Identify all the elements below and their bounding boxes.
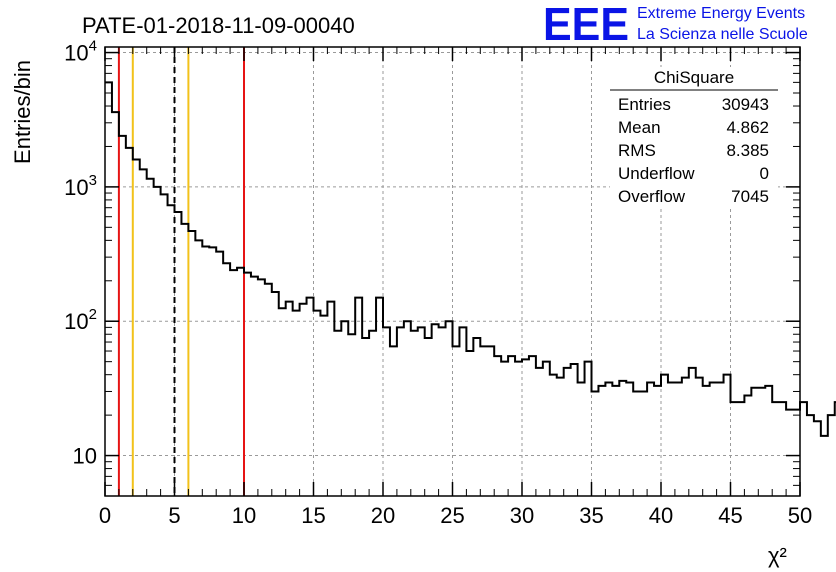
x-tick-label: 25 <box>440 503 464 528</box>
x-tick-label: 20 <box>371 503 395 528</box>
stats-value: 4.862 <box>726 118 769 137</box>
logo-line-2: La Scienza nelle Scuole <box>637 26 808 43</box>
stats-value: 0 <box>760 164 769 183</box>
stats-title: ChiSquare <box>654 68 734 87</box>
y-tick-label: 104 <box>64 38 97 66</box>
stats-label: Mean <box>618 118 661 137</box>
eee-logo: EEE Extreme Energy Events La Scienza nel… <box>543 0 808 50</box>
stats-label: Entries <box>618 95 671 114</box>
histogram-line <box>105 81 836 437</box>
marker-lines <box>117 47 245 496</box>
chart-title: PATE-01-2018-11-09-00040 <box>82 13 355 38</box>
y-tick-label: 10 <box>73 444 97 469</box>
x-tick-label: 45 <box>718 503 742 528</box>
grid <box>105 47 800 496</box>
y-axis-ticks: 10 102 103 104 <box>64 38 800 497</box>
stats-box: ChiSquare Entries 30943 Mean 4.862 RMS 8.385 U… <box>610 67 778 209</box>
x-tick-label: 40 <box>649 503 673 528</box>
logo-mark: EEE <box>543 0 629 50</box>
x-tick-label: 15 <box>301 503 325 528</box>
logo-line-1: Extreme Energy Events <box>637 5 805 22</box>
stats-label: RMS <box>618 141 656 160</box>
x-axis-ticks: 0 5 10 15 20 25 30 35 40 45 50 <box>99 47 812 528</box>
x-tick-label: 5 <box>168 503 180 528</box>
x-tick-label: 10 <box>232 503 256 528</box>
stats-rows: Entries 30943 Mean 4.862 RMS 8.385 Underflow 0 O… <box>618 95 769 206</box>
y-axis-label: Entries/bin <box>10 60 35 164</box>
stats-box-background <box>610 67 778 209</box>
stats-value: 30943 <box>722 95 769 114</box>
x-axis-label: χ² <box>768 543 787 568</box>
y-tick-label: 102 <box>64 306 97 334</box>
x-tick-label: 50 <box>788 503 812 528</box>
histogram-series <box>105 81 836 437</box>
stats-value: 8.385 <box>726 141 769 160</box>
y-tick-label: 103 <box>64 172 97 200</box>
stats-label: Overflow <box>618 187 686 206</box>
stats-value: 7045 <box>731 187 769 206</box>
stats-label: Underflow <box>618 164 695 183</box>
x-tick-label: 35 <box>579 503 603 528</box>
x-tick-label: 30 <box>510 503 534 528</box>
x-tick-label: 0 <box>99 503 111 528</box>
